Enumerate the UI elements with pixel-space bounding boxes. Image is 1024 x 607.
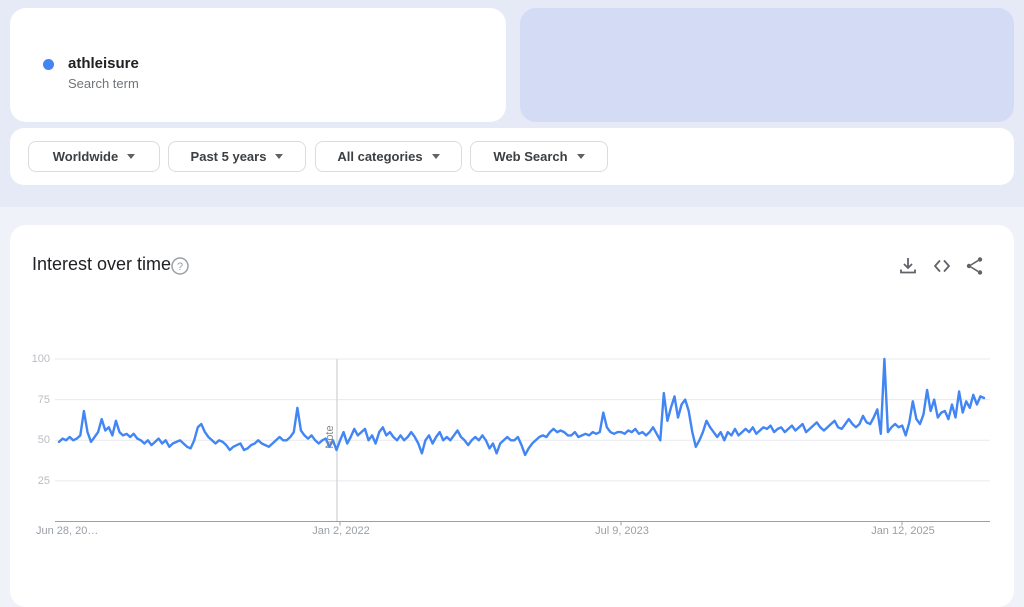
y-axis-tick-label: 75 [37,394,50,406]
search-term-label: athleisure [68,55,139,72]
compare-button[interactable]: Compare [520,8,1014,122]
category-filter-label: All categories [337,149,423,164]
dropdown-caret-icon [127,154,136,159]
svg-text:?: ? [177,261,183,273]
search-type-filter-dropdown[interactable]: Web Search [470,141,608,172]
filter-bar: Worldwide Past 5 years All categories We… [10,128,1014,185]
region-filter-dropdown[interactable]: Worldwide [28,141,160,172]
search-term-card[interactable]: athleisure Search term [10,8,506,122]
share-icon[interactable] [963,254,987,278]
dropdown-caret-icon [576,154,585,159]
y-axis-tick-label: 50 [37,434,50,446]
embed-code-icon[interactable] [930,254,954,278]
time-range-filter-dropdown[interactable]: Past 5 years [168,141,306,172]
download-icon[interactable] [896,254,920,278]
help-icon[interactable]: ? [170,256,190,276]
interest-over-time-card: Interest over time ? 100 75 50 25 Jun 28… [10,225,1014,607]
y-axis-tick-label: 25 [37,475,50,487]
time-range-filter-label: Past 5 years [190,149,267,164]
search-type-filter-label: Web Search [493,149,568,164]
x-axis-tick-label: Jun 28, 20… [36,525,99,537]
dropdown-caret-icon [275,154,284,159]
dropdown-caret-icon [431,154,440,159]
x-axis-tick-label: Jan 2, 2022 [312,525,370,537]
search-term-type-label: Search term [68,76,139,91]
note-annotation-label[interactable]: Note [324,425,336,449]
y-axis-tick-label: 100 [31,353,50,365]
x-axis-tick-label: Jan 12, 2025 [871,525,935,537]
trend-plot-svg[interactable] [10,225,1014,607]
x-axis-tick-label: Jul 9, 2023 [595,525,649,537]
region-filter-label: Worldwide [52,149,119,164]
category-filter-dropdown[interactable]: All categories [315,141,462,172]
series-color-dot-icon [43,59,54,70]
chart-title: Interest over time [32,254,172,274]
